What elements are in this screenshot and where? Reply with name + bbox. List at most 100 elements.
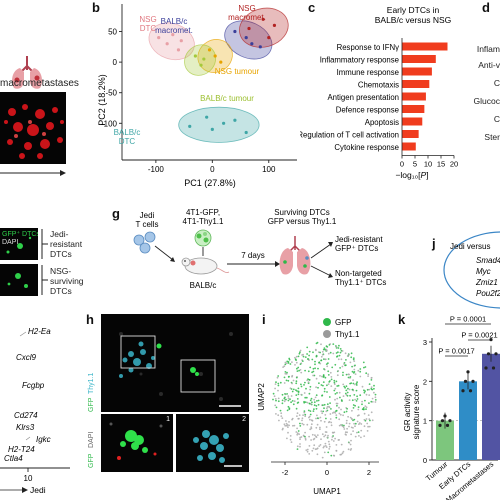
umap-point	[365, 406, 368, 409]
umap-point	[334, 437, 336, 440]
umap-point	[308, 392, 311, 395]
umap-point	[342, 374, 344, 376]
umap-point	[318, 445, 321, 447]
umap-point	[363, 435, 366, 437]
panel-d-item: C	[493, 114, 500, 124]
umap-point	[324, 414, 327, 416]
umap-point	[304, 396, 307, 399]
pca-point	[205, 115, 209, 119]
umap-point	[368, 425, 371, 428]
umap-point	[355, 389, 358, 392]
umap-point	[329, 413, 332, 415]
umap-point	[339, 413, 342, 416]
panel-b-label: b	[92, 0, 100, 15]
umap-point	[364, 399, 366, 402]
umap-point	[300, 385, 303, 388]
umap-point	[335, 409, 338, 412]
label-nsg-macromet-1: NSG	[238, 4, 255, 13]
umap-point	[331, 366, 334, 369]
umap-point	[364, 366, 367, 368]
pca-point	[165, 42, 169, 46]
umap-point	[331, 436, 334, 438]
umap-point	[313, 444, 316, 447]
umap-point	[349, 416, 352, 419]
panel-e-label-surviving: NSG- surviving DTCs	[50, 266, 84, 296]
umap-point	[316, 417, 319, 420]
umap-point	[335, 414, 338, 416]
panel-e-legend-dapi: DAPI	[2, 239, 19, 246]
gr-ylabel-1: GR activity	[403, 393, 412, 432]
umap-point	[362, 407, 365, 409]
umap-point	[358, 435, 360, 437]
gene-myc: Myc	[476, 267, 491, 276]
umap-point	[331, 438, 333, 441]
umap-point	[306, 353, 308, 355]
umap-point	[361, 400, 363, 403]
umap-point	[363, 366, 365, 369]
umap-point	[306, 346, 309, 349]
inset-box-2	[180, 359, 216, 393]
gr-point	[443, 414, 447, 418]
umap-point	[328, 344, 331, 346]
umap-point	[315, 426, 318, 429]
pca-point	[213, 54, 217, 58]
umap-point	[335, 444, 338, 446]
gr-bar	[436, 420, 454, 460]
umap-point	[315, 405, 318, 407]
umap-point	[287, 362, 290, 364]
umap-point	[354, 422, 357, 425]
umap-point	[294, 356, 296, 359]
t-cells-icon	[133, 231, 156, 254]
umap-point	[340, 443, 343, 446]
umap-point	[334, 398, 336, 401]
gene-cxcl9: Cxcl9	[16, 353, 37, 362]
umap-point	[334, 393, 337, 395]
umap-point	[368, 394, 371, 396]
surviving-label-1: Surviving DTCs	[274, 208, 330, 217]
umap-point	[333, 431, 336, 434]
umap-point	[349, 361, 352, 364]
pca-point	[202, 57, 206, 61]
panel-h-label: h	[86, 312, 94, 327]
umap-point	[326, 346, 329, 348]
umap-point	[322, 374, 325, 377]
umap-point	[306, 401, 309, 404]
umap-point	[288, 358, 291, 361]
umap-point	[274, 383, 277, 385]
umap-point	[284, 396, 286, 399]
umap-point	[341, 425, 344, 427]
pca-point	[210, 127, 214, 132]
pathway-xtick-label: 5	[413, 160, 417, 169]
umap-point	[374, 399, 377, 401]
umap-point	[276, 376, 279, 379]
umap-point	[277, 389, 279, 392]
umap-point	[300, 383, 302, 386]
label-nsg-macromet-2: macromet.	[228, 13, 266, 22]
pathway-xtick-label: 15	[437, 160, 445, 169]
umap-point	[352, 404, 355, 406]
umap-point	[291, 400, 294, 402]
umap-point	[303, 384, 305, 386]
umap-point	[325, 426, 328, 428]
umap-point	[306, 358, 309, 360]
umap-point	[334, 363, 337, 366]
umap-point	[350, 418, 353, 420]
gr-point	[440, 419, 445, 423]
umap-point	[365, 418, 368, 420]
pca-point	[193, 54, 197, 58]
umap-point	[320, 419, 322, 422]
umap-point	[286, 409, 289, 412]
umap-xtick-label: 2	[367, 468, 371, 477]
umap-point	[338, 354, 341, 357]
umap-point	[294, 364, 296, 366]
umap-point	[315, 394, 318, 397]
panel-e-image-2	[0, 264, 38, 296]
umap-point	[312, 374, 314, 377]
umap-point	[345, 410, 348, 413]
umap-point	[300, 371, 303, 374]
umap-point	[330, 421, 333, 424]
umap-point	[284, 361, 287, 364]
pca-point	[199, 63, 203, 67]
pca-xtick-label: 0	[210, 165, 215, 174]
umap-point	[320, 384, 323, 386]
